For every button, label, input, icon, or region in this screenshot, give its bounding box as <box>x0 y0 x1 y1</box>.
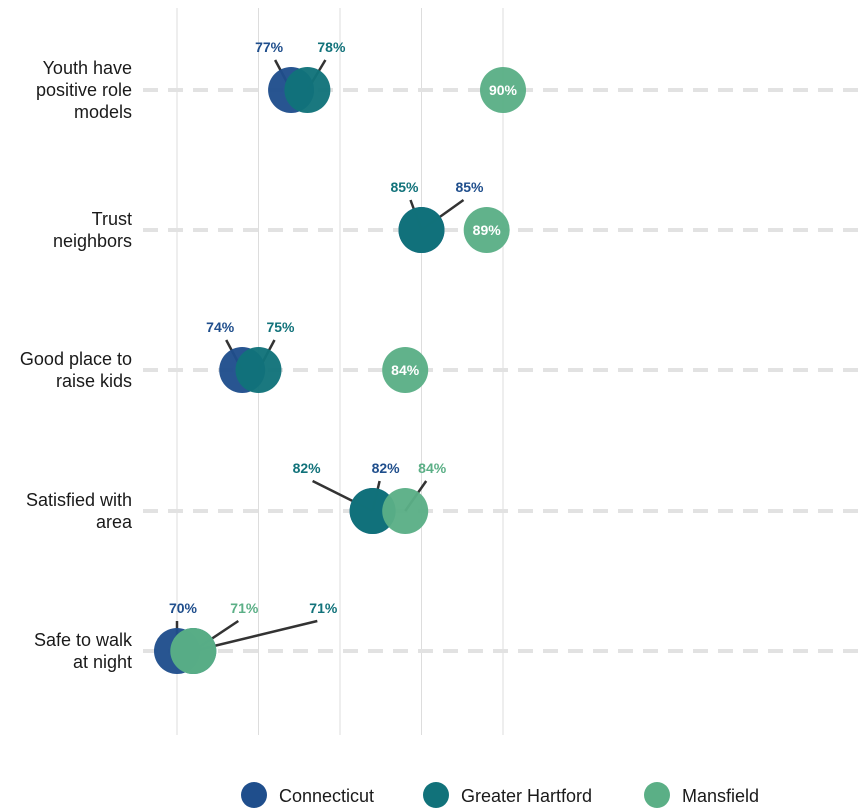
legend: Connecticut Greater Hartford Mansfield <box>241 782 759 808</box>
data-label: 84% <box>418 460 447 476</box>
category-label: Safe to walk <box>34 630 133 650</box>
category-label: Youth have <box>43 58 132 78</box>
legend-label: Greater Hartford <box>461 786 592 806</box>
data-label: 90% <box>489 82 518 98</box>
category-label: models <box>74 102 132 122</box>
data-label: 82% <box>293 460 322 476</box>
data-label: 89% <box>473 222 502 238</box>
data-point <box>284 67 331 113</box>
data-label: 74% <box>206 319 235 335</box>
data-point <box>349 488 396 534</box>
legend-swatch <box>241 782 267 808</box>
category-label: neighbors <box>53 231 132 251</box>
data-label: 85% <box>390 179 419 195</box>
data-label: 78% <box>317 39 346 55</box>
data-label: 71% <box>230 600 259 616</box>
data-point <box>398 207 445 253</box>
legend-label: Mansfield <box>682 786 759 806</box>
legend-label: Connecticut <box>279 786 374 806</box>
data-label: 84% <box>391 362 420 378</box>
data-label: 77% <box>255 39 284 55</box>
category-label: positive role <box>36 80 132 100</box>
data-point <box>480 67 526 113</box>
data-label: 85% <box>455 179 484 195</box>
data-labels: 77% 78% 90% 85% 85% 89% 74% 75% 84% 82% 82% 84% 70% 7… <box>169 39 518 616</box>
category-label: Good place to <box>20 349 132 369</box>
data-label: 82% <box>372 460 401 476</box>
category-label: area <box>96 512 133 532</box>
data-point <box>382 347 429 393</box>
data-label: 75% <box>266 319 295 335</box>
data-point <box>463 207 510 253</box>
legend-swatch <box>644 782 670 808</box>
data-point <box>170 628 217 674</box>
data-label: 71% <box>309 600 338 616</box>
data-points <box>154 67 526 674</box>
data-label: 70% <box>169 600 198 616</box>
category-label: Trust <box>92 209 132 229</box>
data-point <box>235 347 282 393</box>
category-label: raise kids <box>56 371 132 391</box>
category-label: Satisfied with <box>26 490 132 510</box>
category-label: at night <box>73 652 132 672</box>
legend-swatch <box>423 782 449 808</box>
data-point <box>382 488 429 534</box>
